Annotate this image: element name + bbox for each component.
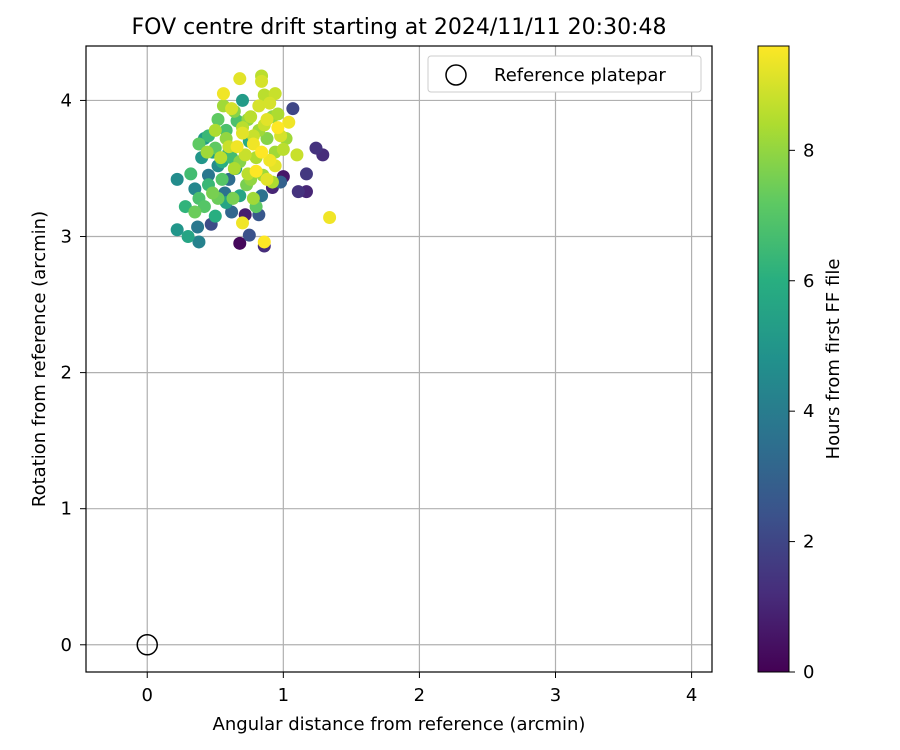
x-tick-label-3: 3 [550,685,561,706]
data-point-41 [184,167,198,181]
data-point-103 [230,140,244,154]
y-axis-label: Rotation from reference (arcmin) [29,211,50,507]
data-point-82 [276,142,290,156]
colorbar-tick-label-4: 4 [803,401,814,422]
data-point-47 [197,200,211,214]
data-point-73 [227,161,241,175]
y-axis-ticks: 0 1 2 3 4 [61,90,86,656]
colorbar-label: Hours from first FF file [823,259,844,460]
y-tick-label-1: 1 [61,499,72,520]
data-point-7 [291,185,305,199]
data-point-95 [236,126,249,140]
data-point-33 [181,230,195,244]
data-point-93 [263,96,277,110]
data-point-109 [257,235,271,249]
data-point-75 [271,107,285,121]
data-point-19 [191,220,205,234]
data-point-38 [178,200,192,214]
data-point-104 [323,210,337,224]
x-tick-label-0: 0 [142,685,153,706]
legend: Reference platepar [427,55,702,93]
data-point-55 [226,191,240,205]
data-point-21 [192,235,206,249]
data-point-52 [188,205,202,219]
data-point-0 [233,236,247,250]
data-point-9 [299,167,313,181]
x-axis-ticks: 0 1 2 3 4 [142,672,697,706]
data-point-69 [200,145,214,159]
data-point-106 [255,145,269,159]
x-tick-label-1: 1 [278,685,289,706]
data-point-59 [260,132,274,146]
legend-marker-reference-platepar [445,64,467,86]
data-point-105 [236,216,249,230]
data-point-98 [260,172,274,186]
data-point-36 [208,209,222,223]
y-tick-label-4: 4 [61,90,72,111]
data-points [170,69,337,253]
colorbar: 0 2 4 6 8 Hours from first FF file [757,45,844,683]
data-point-80 [214,151,228,165]
data-point-15 [225,205,239,219]
colorbar-tick-label-2: 2 [803,532,814,553]
data-point-49 [211,112,225,126]
colorbar-gradient [757,45,790,673]
data-point-54 [206,186,220,200]
data-point-107 [271,121,285,135]
data-point-23 [170,172,184,186]
x-tick-label-4: 4 [686,685,697,706]
data-point-68 [246,191,260,205]
data-point-78 [244,110,258,124]
reference-platepar-group [136,634,158,656]
x-tick-label-2: 2 [414,685,425,706]
data-point-20 [201,168,215,182]
data-point-74 [208,123,222,137]
data-point-90 [225,102,239,116]
y-tick-label-0: 0 [61,635,72,656]
data-point-102 [282,115,296,129]
legend-label-reference-platepar: Reference platepar [494,65,666,86]
colorbar-ticks: 0 2 4 6 8 [789,140,814,683]
data-point-46 [215,172,229,186]
data-point-25 [170,223,184,237]
y-tick-label-3: 3 [61,227,72,248]
data-point-92 [252,99,266,113]
data-point-8 [309,141,323,155]
data-point-99 [216,87,230,101]
data-point-50 [192,137,206,151]
data-point-84 [290,148,304,162]
data-point-101 [263,153,277,167]
data-point-108 [249,164,263,178]
colorbar-tick-label-0: 0 [803,662,814,683]
data-point-12 [242,228,256,242]
chart-title: FOV centre drift starting at 2024/11/11 … [132,15,667,40]
y-tick-label-2: 2 [61,363,72,384]
data-point-97 [260,112,274,126]
data-point-85 [238,148,252,162]
data-point-10 [286,102,300,116]
data-point-28 [236,93,249,107]
colorbar-tick-label-8: 8 [803,140,814,161]
data-point-89 [255,74,269,88]
plot-frame [85,45,713,673]
data-point-94 [233,72,247,86]
data-point-100 [246,137,260,151]
data-point-83 [268,87,282,101]
reference-platepar-marker [136,634,158,656]
colorbar-tick-label-6: 6 [803,271,814,292]
legend-box [427,55,702,93]
x-axis-label: Angular distance from reference (arcmin) [213,714,586,735]
